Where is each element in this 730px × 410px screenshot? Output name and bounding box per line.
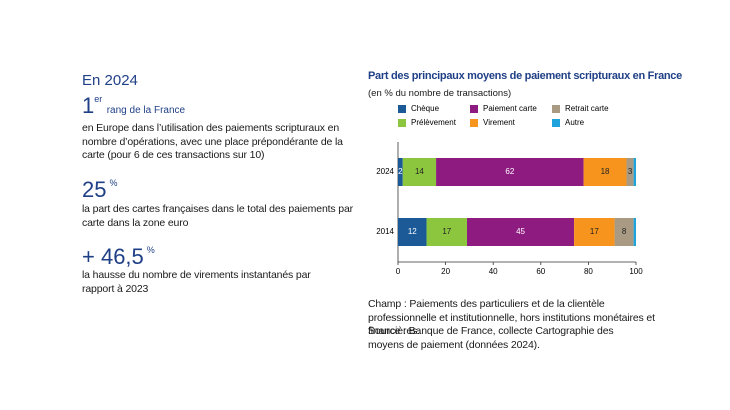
bar-segment [436,158,584,186]
x-tick-label: 100 [629,267,643,276]
highlight-label: rang de la France [106,105,186,116]
bar-segment [633,158,636,186]
legend-swatch [398,105,406,113]
x-tick-label: 0 [396,267,401,276]
bar-segment [398,158,403,186]
legend-swatch [552,119,560,127]
highlight-text: la hausse du nombre de virements instant… [82,269,311,295]
legend-label: Autre [565,118,585,127]
highlight-2: 25% [82,178,118,202]
bar-segment [402,158,437,186]
highlight-unit: er [94,94,103,104]
value-label: 18 [601,167,610,176]
highlight-value: + 46,5 [82,244,144,269]
highlight-unit: % [109,178,118,188]
highlight-3: + 46,5% [82,245,155,269]
value-label: 3 [628,167,633,176]
x-tick-label: 60 [536,267,545,276]
highlight-text: la part des cartes françaises dans le to… [82,203,354,229]
legend-label: Paiement carte [483,104,537,113]
highlight-value: 1 [82,93,95,118]
legend-swatch [552,105,560,113]
value-label: 12 [408,227,417,236]
legend-label: Virement [483,118,516,127]
y-tick-label: 2024 [376,167,394,176]
chart-subtitle: (en % du nombre de transactions) [368,88,512,99]
bar-segment [426,218,468,246]
highlight-text: en Europe dans l’utilisation des paiemen… [82,122,343,161]
value-label: 8 [622,227,627,236]
value-label: 14 [415,167,424,176]
bar-segment [467,218,575,246]
legend-label: Chèque [411,104,440,113]
bar-segment [614,218,634,246]
bar-segment [633,218,636,246]
value-label: 62 [505,167,514,176]
x-tick-label: 80 [584,267,593,276]
legend-label: Retrait carte [565,104,609,113]
x-tick-label: 40 [489,267,498,276]
value-label: 2 [398,167,403,176]
bar-segment [398,218,427,246]
x-tick-label: 20 [441,267,450,276]
bar-segment [583,158,627,186]
value-label: 45 [516,227,525,236]
y-tick-label: 2014 [376,227,394,236]
value-label: 17 [442,227,451,236]
legend-swatch [398,119,406,127]
legend-swatch [470,119,478,127]
value-label: 17 [590,227,599,236]
highlight-unit: % [146,245,155,255]
bar-segment [574,218,615,246]
chart-note: Champ : Paiements des particuliers et de… [368,298,655,337]
bar-segment [626,158,634,186]
heading: En 2024 [82,72,138,89]
highlight-value: 25 [82,177,107,202]
chart-title: Part des principaux moyens de paiement s… [368,70,682,82]
highlight-1: 1er rang de la France [82,94,185,118]
chart-source: Source : Banque de France, collecte Cart… [368,325,614,351]
legend-swatch [470,105,478,113]
legend-label: Prélèvement [411,118,457,127]
